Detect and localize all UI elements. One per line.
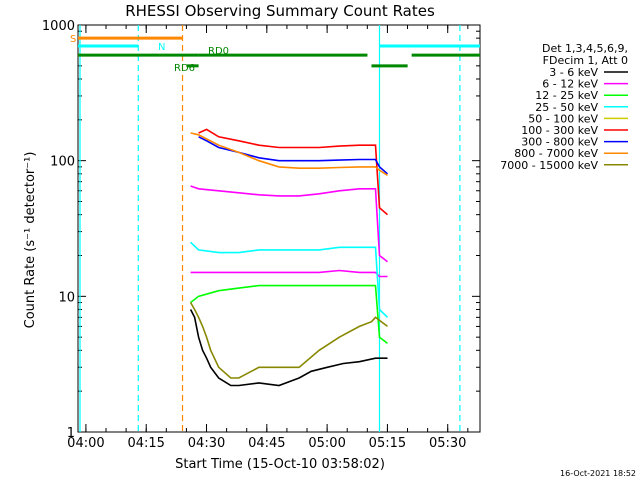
plot-area: 1 10 100 1000 04:00 04:15 04:30 04:45 05:00 05:15…	[42, 19, 481, 451]
legend-header: Det 1,3,4,5,6,9,	[542, 42, 628, 55]
flag-label: S	[70, 34, 76, 45]
legend-label: 3 - 6 keV	[549, 66, 598, 79]
plot-frame	[77, 24, 481, 433]
legend-label: 25 - 50 keV	[535, 101, 598, 114]
flag-label: N	[158, 42, 165, 53]
series-line	[198, 136, 389, 175]
x-tick-label: 04:00	[67, 436, 104, 451]
footer-timestamp: 16-Oct-2021 18:52	[560, 469, 636, 478]
legend-label: 12 - 25 keV	[535, 89, 598, 102]
legend: Det 1,3,4,5,6,9,FDecim 1, Att 03 - 6 keV…	[500, 42, 628, 172]
x-tick-label: 04:30	[188, 436, 225, 451]
legend-label: 100 - 300 keV	[521, 124, 598, 137]
y-tick-label: 1000	[42, 19, 75, 34]
x-axis-label: Start Time (15-Oct-10 03:58:02)	[175, 457, 385, 472]
series-line	[190, 284, 388, 345]
series-line	[198, 128, 389, 216]
series-line	[189, 302, 388, 379]
series-line	[190, 269, 388, 278]
flag-label: RD0	[208, 46, 229, 57]
series-line	[190, 185, 388, 263]
x-tick-label: 05:00	[308, 436, 345, 451]
x-tick-label: 04:15	[127, 436, 164, 451]
legend-label: 7000 - 15000 keV	[500, 159, 598, 172]
x-tick-label: 05:15	[369, 436, 406, 451]
y-axis-label: Count Rate (s⁻¹ detector⁻¹)	[23, 152, 38, 329]
x-tick-label: 05:30	[429, 436, 466, 451]
legend-label: 300 - 800 keV	[521, 136, 598, 149]
chart-title: RHESSI Observing Summary Count Rates	[125, 2, 435, 20]
x-tick-label: 04:45	[248, 436, 285, 451]
series-line	[190, 132, 388, 176]
y-tick-label: 1	[67, 426, 75, 441]
legend-label: 6 - 12 keV	[542, 78, 598, 91]
series-line	[189, 309, 388, 387]
y-tick-label: 100	[50, 155, 75, 170]
y-tick-label: 10	[58, 290, 75, 305]
legend-header: FDecim 1, Att 0	[543, 54, 628, 67]
flag-label: RD6	[174, 63, 195, 74]
series-line	[190, 241, 389, 318]
legend-label: 50 - 100 keV	[528, 112, 598, 125]
legend-label: 800 - 7000 keV	[514, 147, 598, 160]
